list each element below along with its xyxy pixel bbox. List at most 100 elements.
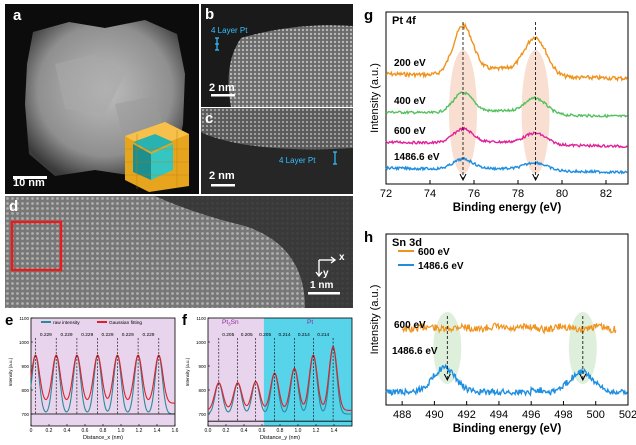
- axis-label-y: y: [323, 268, 329, 279]
- series-label-1486: 1486.6 eV: [392, 346, 438, 357]
- x-tick-label: 78: [512, 188, 524, 200]
- y-tick-label: 1100: [19, 316, 29, 321]
- xps-chart-pt4f: 72 74 76 78 80 82 Binding energy (eV) Intensity…: [369, 11, 629, 214]
- panel-label-g: g: [364, 7, 374, 24]
- x-tick-label: 76: [468, 188, 480, 200]
- series-line: [385, 156, 628, 175]
- axis-label-x: x: [339, 252, 345, 263]
- x-tick-label: 0.6: [259, 428, 266, 434]
- x-tick-label: 1.0: [295, 428, 302, 434]
- spacing-label: 0.205: [259, 332, 271, 338]
- chart-title: Sn 3d: [392, 237, 422, 249]
- x-tick-label: 0: [30, 428, 33, 434]
- x-axis-label: Distance_y (nm): [260, 435, 300, 441]
- profile-chart-f: 700 800 900 1000 1100 0.0 0.2 0.4 0.6 0.8 1.0 1.2 1.…: [185, 316, 353, 441]
- panel-label-f: f: [182, 312, 187, 329]
- panel-c: c 4 Layer Pt 2 nm: [201, 108, 353, 194]
- panel-b: b 4 Layer Pt 2 nm: [201, 4, 353, 107]
- series-line-600: [401, 322, 617, 335]
- x-tick-label: 82: [600, 188, 612, 200]
- y-tick-label: 1000: [19, 340, 30, 345]
- series-line: [385, 126, 628, 149]
- x-tick-label: 1.2: [136, 428, 143, 434]
- profile-chart-e: 700 800 900 1000 1100 0 0.2 0.4 0.6 0.8 1.0 1.2 1.4 1…: [8, 316, 179, 441]
- gaussian-fit-line: [30, 354, 175, 404]
- bracket-icon: [333, 151, 337, 165]
- scale-bar: [13, 176, 47, 179]
- spacing-label: 0.214: [317, 332, 329, 338]
- x-tick-label: 0.8: [277, 428, 284, 434]
- series-label-600: 600 eV: [394, 320, 426, 331]
- arrow-icon: [579, 373, 587, 382]
- y-tick-label: 700: [198, 412, 206, 417]
- y-axis-label: Intensity (a.u.): [369, 63, 381, 133]
- arrow-icon: [532, 173, 540, 182]
- x-tick-label: 0.8: [100, 428, 107, 434]
- particle-image: [13, 20, 189, 192]
- annotation-b: 4 Layer Pt: [211, 26, 248, 35]
- x-tick-label: 494: [490, 409, 508, 421]
- spacing-label: 0.229: [101, 332, 113, 338]
- spacing-label: 0.229: [40, 332, 52, 338]
- selection-box: [10, 220, 63, 272]
- series-line: [385, 22, 628, 82]
- raw-intensity-line: [207, 345, 352, 415]
- spacing-label: 0.229: [142, 332, 154, 338]
- x-tick-label: 492: [457, 409, 475, 421]
- region-label-pt3sn-sub: 3: [228, 322, 231, 327]
- y-axis-label: Intensity (a.u.): [185, 357, 190, 386]
- spacing-label: 0.205: [241, 332, 253, 338]
- chart-title: Pt 4f: [392, 15, 416, 27]
- x-tick-label: 1.4: [154, 428, 161, 434]
- x-tick-label: 488: [393, 409, 411, 421]
- y-tick-label: 800: [21, 388, 29, 393]
- scale-label-b: 2 nm: [209, 82, 235, 94]
- y-tick-label: 800: [198, 388, 206, 393]
- spacing-label: 0.229: [122, 332, 134, 338]
- scale-bar: [211, 94, 235, 97]
- legend-label-raw: raw intensity: [53, 320, 80, 326]
- spacing-label: 0.229: [81, 332, 93, 338]
- panel-a: a 10 nm: [5, 4, 199, 194]
- arrow-icon: [459, 173, 467, 182]
- region-label-pt: Pt: [307, 319, 313, 326]
- x-tick-label: 490: [425, 409, 443, 421]
- x-tick-label: 0.2: [223, 428, 230, 434]
- spacing-label: 0.214: [278, 332, 290, 338]
- x-tick-label: 496: [522, 409, 540, 421]
- x-axis-label: Binding energy (eV): [453, 423, 562, 435]
- gaussian-fit-line: [207, 346, 352, 411]
- plot-frame: [385, 11, 629, 185]
- y-axis-label: Intensity (a.u.): [369, 285, 381, 355]
- spacing-label: 0.214: [298, 332, 310, 338]
- series-label: 400 eV: [394, 96, 426, 107]
- scale-label-c: 2 nm: [209, 170, 235, 182]
- series-line: [385, 91, 628, 119]
- spacing-label: 0.229: [61, 332, 73, 338]
- scale-bar: [211, 184, 235, 187]
- panel-label-a: a: [13, 7, 22, 24]
- panel-label-b: b: [205, 6, 215, 23]
- x-tick-label: 74: [424, 188, 436, 200]
- x-axis-label: Distance_x (nm): [83, 435, 123, 441]
- region-label-pt3sn: Pt3Sn: [222, 319, 239, 327]
- panel-d: d x y 1 nm: [5, 196, 353, 308]
- axis-arrows-icon: [315, 256, 337, 278]
- x-tick-label: 80: [556, 188, 568, 200]
- panel-label-d: d: [9, 198, 19, 215]
- series-label: 600 eV: [394, 126, 426, 137]
- x-tick-label: 500: [587, 409, 605, 421]
- arrow-icon: [443, 373, 451, 382]
- panel-e: 700 800 900 1000 1100 0 0.2 0.4 0.6 0.8 1.0 1.2 1.4 1…: [5, 310, 179, 442]
- x-tick-label: 1.6: [172, 428, 179, 434]
- series-line-1486: [385, 363, 628, 397]
- x-tick-label: 72: [380, 188, 392, 200]
- legend-label-1486: 1486.6 eV: [418, 261, 464, 272]
- legend-label-600: 600 eV: [418, 247, 450, 258]
- panel-f: 700 800 900 1000 1100 0.0 0.2 0.4 0.6 0.8 1.0 1.2 1.…: [182, 310, 356, 442]
- x-tick-label: 498: [554, 409, 572, 421]
- x-tick-label: 1.4: [331, 428, 338, 434]
- scale-label-d: 1 nm: [310, 280, 334, 291]
- x-tick-label: 0.4: [241, 428, 248, 434]
- lattice-image-c: [201, 108, 353, 194]
